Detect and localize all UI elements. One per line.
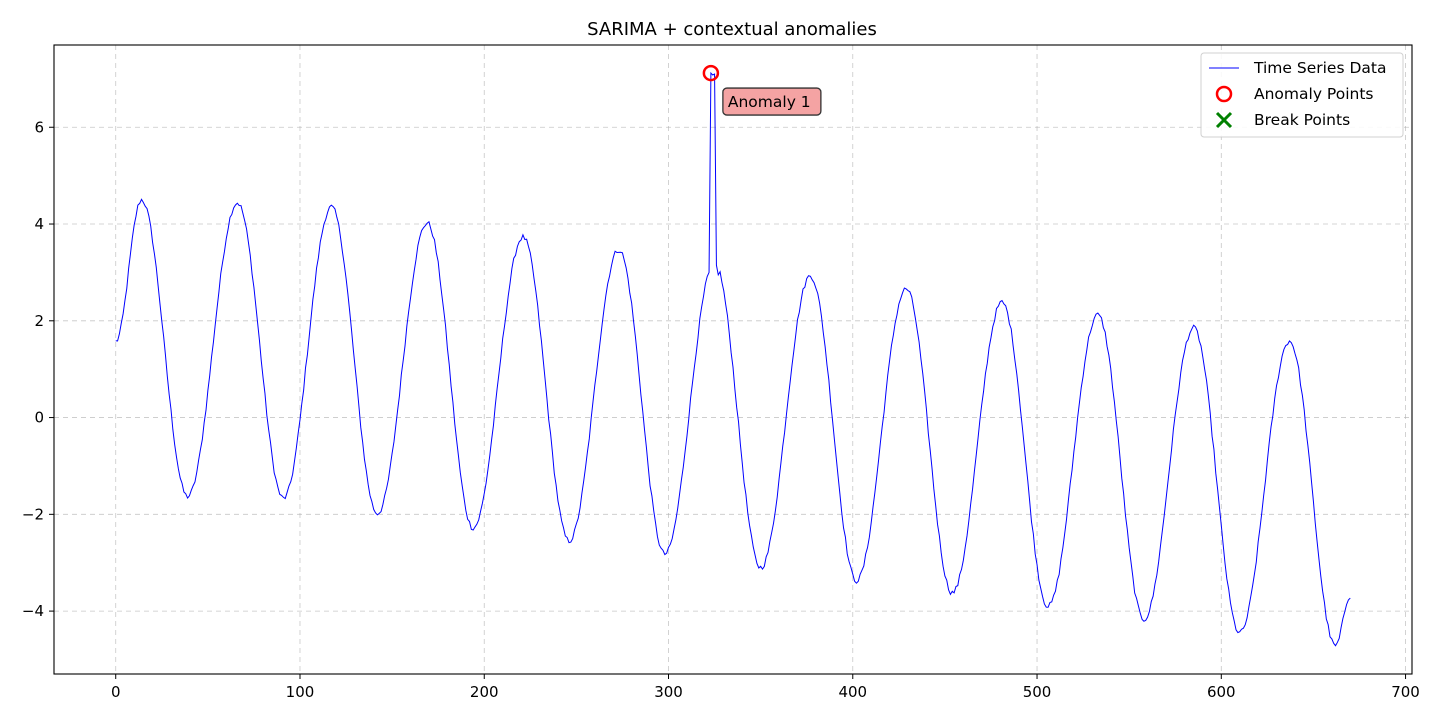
x-tick-label: 300 [654, 683, 683, 701]
axes: 0 100 200 300 400 500 600 700 −4 −2 0 2 4 6 [22, 44, 1420, 701]
y-tick-label: 6 [34, 118, 44, 136]
y-tick-label: −4 [22, 602, 44, 620]
plot-frame [53, 44, 1413, 675]
grid [54, 45, 1412, 674]
series-layer [115, 64, 1351, 647]
anomaly-point [702, 64, 720, 82]
x-tick-label: 600 [1207, 683, 1236, 701]
annotation: Anomaly 1 [722, 87, 822, 116]
series-line-time-series-data [115, 71, 1351, 647]
legend-frame [1200, 52, 1404, 138]
chart-title: SARIMA + contextual anomalies [587, 19, 877, 40]
legend-label: Break Points [1254, 111, 1350, 129]
x-tick-label: 100 [286, 683, 315, 701]
x-tick-label: 200 [470, 683, 499, 701]
annotations: Anomaly 1 [722, 87, 822, 116]
annotation-box [722, 87, 822, 116]
x-tick-label: 700 [1391, 683, 1420, 701]
annotation-text: Anomaly 1 [728, 93, 811, 111]
y-tick-label: 4 [34, 215, 44, 233]
x-tick-label: 500 [1023, 683, 1052, 701]
legend-label: Anomaly Points [1254, 85, 1373, 103]
y-tick-label: 0 [34, 409, 44, 427]
legend-label: Time Series Data [1253, 59, 1386, 77]
x-tick-label: 0 [111, 683, 121, 701]
x-tick-label: 400 [838, 683, 867, 701]
legend: Time Series Data Anomaly Points Break Poin… [1200, 52, 1404, 138]
legend-circle-icon [1215, 85, 1233, 103]
legend-x-icon [1215, 111, 1233, 129]
y-tick-label: −2 [22, 505, 44, 523]
y-tick-label: 2 [34, 312, 44, 330]
